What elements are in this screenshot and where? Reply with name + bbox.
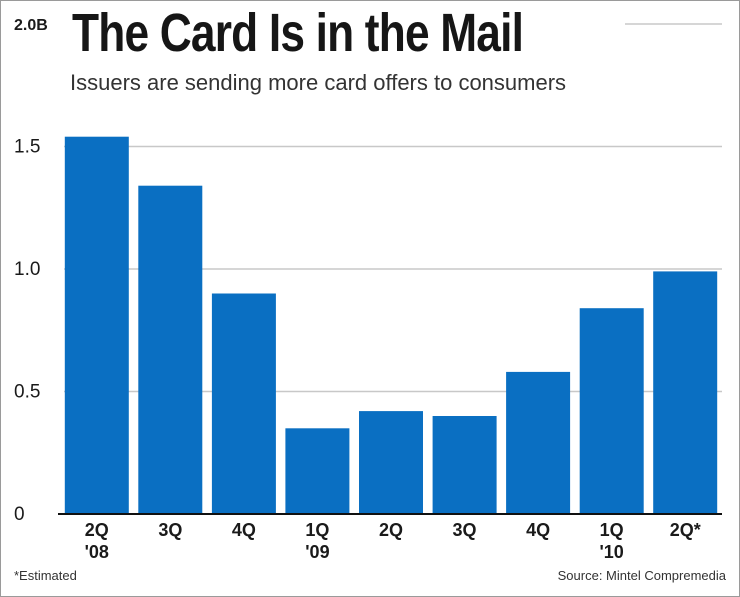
bar <box>432 416 497 514</box>
x-tick-label: 2Q <box>379 520 403 540</box>
y-tick-label: 1.5 <box>14 137 40 158</box>
bar <box>138 185 203 514</box>
y-tick-label: 1.0 <box>14 259 40 280</box>
y-tick-label: 0 <box>14 504 25 525</box>
bar <box>579 308 644 514</box>
bar <box>211 293 276 514</box>
bar <box>64 136 129 514</box>
x-tick-label-year: '09 <box>305 542 329 562</box>
x-tick-label: 2Q* <box>670 520 701 540</box>
chart-subtitle: Issuers are sending more card offers to … <box>70 70 567 95</box>
x-tick-label: 1Q <box>600 520 624 540</box>
y-tick-label: 2.0B <box>14 17 48 34</box>
chart-title: The Card Is in the Mail <box>72 3 524 63</box>
x-tick-label: 2Q <box>85 520 109 540</box>
bar <box>506 371 571 514</box>
x-tick-label: 4Q <box>232 520 256 540</box>
x-tick-label: 3Q <box>453 520 477 540</box>
bar <box>653 271 718 514</box>
x-tick-label: 3Q <box>158 520 182 540</box>
x-tick-label: 4Q <box>526 520 550 540</box>
x-tick-label: 1Q <box>305 520 329 540</box>
source-note: Source: Mintel Compremedia <box>557 568 726 583</box>
x-tick-label-year: '10 <box>600 542 624 562</box>
bar <box>359 411 423 514</box>
footnote: *Estimated <box>14 568 77 583</box>
y-tick-label: 0.5 <box>14 382 40 403</box>
x-tick-label-year: '08 <box>85 542 109 562</box>
bar <box>285 428 350 515</box>
